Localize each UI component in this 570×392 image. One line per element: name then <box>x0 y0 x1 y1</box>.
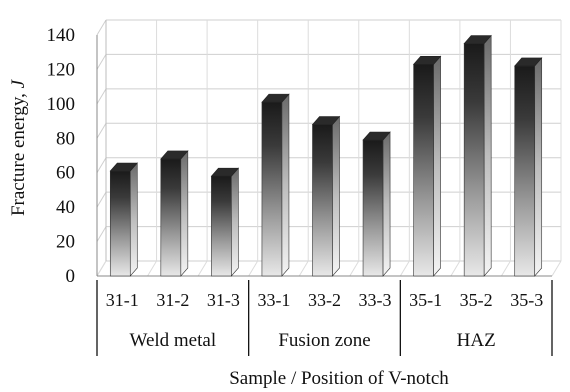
x-tick-label: 33-1 <box>257 290 290 310</box>
y-tick-label: 60 <box>56 163 75 184</box>
x-tick-label: 31-3 <box>207 290 240 310</box>
bar-35-1 <box>412 55 442 277</box>
bar-top <box>463 35 492 44</box>
bar-front <box>160 158 182 277</box>
bars <box>109 34 543 277</box>
y-axis-label: Fracture energy, J <box>8 78 29 216</box>
bar-side <box>281 93 290 277</box>
bar-top <box>514 57 543 67</box>
bar-31-3 <box>210 167 240 277</box>
grid-diagonal <box>96 54 107 70</box>
x-tick-label: 31-1 <box>106 290 139 310</box>
bar-33-3 <box>362 131 391 277</box>
bar-side <box>180 150 189 277</box>
floor-line <box>197 260 208 277</box>
bar-35-3 <box>514 57 543 277</box>
bar-top <box>261 93 290 103</box>
y-axis-label-unit: J <box>8 78 29 88</box>
grid-diagonal <box>96 191 107 208</box>
floor-line <box>298 260 309 277</box>
bar-top <box>362 131 391 141</box>
x-axis-label: Sample / Position of V-notch <box>229 368 449 389</box>
floor-line <box>349 260 360 277</box>
floor-line <box>501 260 511 277</box>
bar-front <box>514 65 536 277</box>
x-tick-labels: 31-1 31-2 31-3 33-1 33-2 33-3 35-1 35-2 35-3 <box>106 290 543 310</box>
bar-side <box>332 115 340 277</box>
bar-front <box>109 170 131 277</box>
bar-side <box>129 162 138 277</box>
x-tick-label: 35-2 <box>460 290 493 310</box>
bar-top <box>160 150 189 160</box>
y-tick-label: 20 <box>56 232 75 253</box>
y-axis-label-text: Fracture energy, <box>8 88 29 216</box>
y-tick-label: 80 <box>56 128 75 149</box>
x-tick-label: 35-1 <box>409 290 442 310</box>
x-tick-label: 33-3 <box>359 290 392 310</box>
bar-top <box>210 167 240 177</box>
x-tick-label: 31-2 <box>156 290 189 310</box>
bar-side <box>433 55 441 277</box>
y-tick-label: 40 <box>56 197 75 218</box>
bar-front <box>211 175 232 277</box>
grid-diagonal <box>96 123 107 139</box>
y-tick-label: 100 <box>47 94 76 115</box>
bar-front <box>362 139 384 277</box>
bar-31-2 <box>160 150 189 277</box>
group-labels: Weld metal Fusion zone HAZ <box>96 280 553 356</box>
bar-front <box>413 63 434 277</box>
floor-line <box>399 260 410 277</box>
bar-top <box>412 55 442 65</box>
bar-side <box>231 167 239 277</box>
bar-33-1 <box>261 93 290 277</box>
y-tick-label: 0 <box>66 266 76 287</box>
floor-line <box>96 260 107 277</box>
bar-side <box>483 34 492 277</box>
group-label: HAZ <box>457 330 496 351</box>
bar-front <box>261 101 283 277</box>
bar-top <box>311 116 341 125</box>
bar-front <box>463 43 485 277</box>
y-tick-labels: 0 20 40 60 80 100 120 140 <box>47 25 76 287</box>
floor-line <box>551 260 562 277</box>
group-label: Fusion zone <box>278 330 370 351</box>
y-tick-label: 140 <box>47 25 76 46</box>
bar-side <box>534 57 543 277</box>
grid-diagonal <box>96 226 107 242</box>
floor-line <box>450 260 461 277</box>
group-label: Weld metal <box>130 330 217 351</box>
floor-line <box>147 260 157 277</box>
grid-diagonal <box>96 88 107 105</box>
bar-front <box>312 124 333 277</box>
grid-diagonal <box>96 157 107 173</box>
x-tick-label: 33-2 <box>308 290 341 310</box>
x-tick-label: 35-3 <box>510 290 543 310</box>
bar-top <box>109 162 138 172</box>
bar-side <box>382 131 391 277</box>
bar-35-2 <box>463 34 492 277</box>
bar-33-2 <box>311 115 341 277</box>
y-tick-label: 120 <box>47 59 76 80</box>
floor-line <box>248 260 259 277</box>
bar-31-1 <box>109 162 138 277</box>
grid-diagonal <box>96 19 107 36</box>
